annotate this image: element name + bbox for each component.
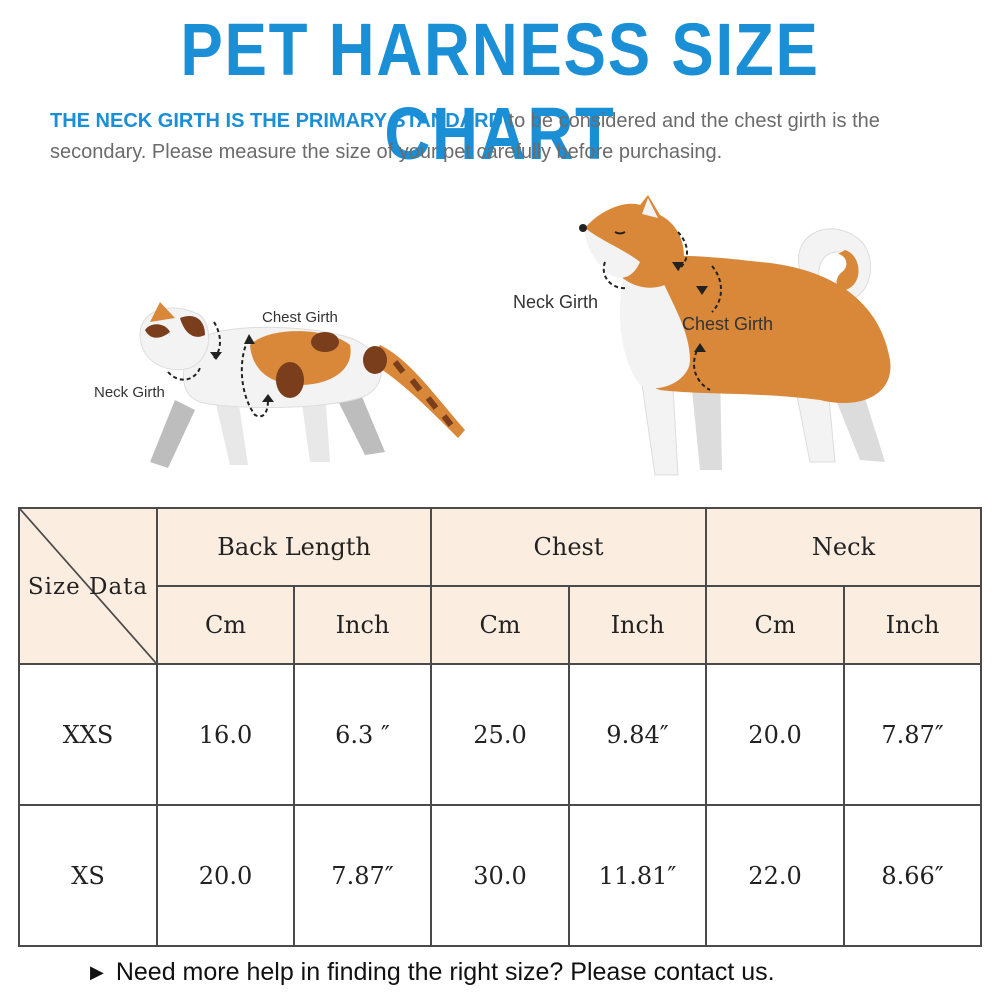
value-cell: 16.0 [156, 663, 295, 806]
size-data-corner-cell: Size Data [18, 507, 158, 665]
header-neck: Neck [705, 507, 983, 587]
value-cell: 22.0 [705, 804, 846, 947]
unit-cell: Cm [705, 585, 846, 665]
page-title: PET HARNESS SIZE CHART [180, 8, 820, 175]
triangle-right-icon: ▶ [90, 962, 104, 982]
footer-help: ▶ Need more help in finding the right siz… [90, 958, 775, 987]
intro-text: THE NECK GIRTH IS THE PRIMARY STANDARD t… [50, 106, 970, 168]
corner-label: Size Data [27, 574, 149, 600]
table-row: XS 20.0 7.87″ 30.0 11.81″ 22.0 8.66″ [18, 804, 983, 947]
intro-rest: to be considered and the chest girth is … [50, 110, 880, 163]
value-cell: 9.84″ [567, 663, 708, 806]
header-chest: Chest [429, 507, 708, 587]
value-cell: 30.0 [430, 804, 570, 947]
value-cell: 20.0 [705, 663, 846, 806]
value-cell: 25.0 [430, 663, 570, 806]
unit-cell: Inch [293, 585, 432, 665]
value-cell: 6.3 ″ [293, 663, 432, 806]
unit-cell: Inch [843, 585, 983, 665]
cat-neck-girth-label: Neck Girth [94, 384, 165, 401]
unit-cell: Inch [567, 585, 708, 665]
value-cell: 7.87″ [293, 804, 432, 947]
table-row: XXS 16.0 6.3 ″ 25.0 9.84″ 20.0 7.87″ [18, 663, 983, 806]
dog-chest-girth-label: Chest Girth [682, 314, 773, 334]
dog-illustration: Neck Girth Chest Girth [513, 195, 891, 476]
unit-cell: Cm [430, 585, 570, 665]
table-header-row: Size Data Back Length Chest Neck [18, 507, 983, 665]
unit-cell: Cm [156, 585, 295, 665]
pet-illustration: Chest Girth Neck Girth Neck Girth Chest … [94, 195, 891, 476]
header-back-length: Back Length [156, 507, 432, 587]
footer-text: Need more help in finding the right size… [115, 958, 775, 986]
value-cell: 20.0 [156, 804, 295, 947]
cat-illustration: Chest Girth Neck Girth [94, 302, 465, 468]
size-cell: XS [18, 804, 158, 947]
value-cell: 7.87″ [843, 663, 983, 806]
table-units-row: Cm Inch Cm Inch Cm Inch [19, 585, 983, 665]
size-cell: XXS [18, 663, 158, 806]
size-chart-table: Size Data Back Length Chest Neck Cm Inch… [18, 507, 983, 947]
value-cell: 8.66″ [843, 804, 983, 947]
intro-highlight: THE NECK GIRTH IS THE PRIMARY STANDARD [50, 110, 503, 132]
dog-neck-girth-label: Neck Girth [513, 292, 598, 312]
cat-chest-girth-label: Chest Girth [262, 309, 338, 326]
value-cell: 11.81″ [567, 804, 708, 947]
